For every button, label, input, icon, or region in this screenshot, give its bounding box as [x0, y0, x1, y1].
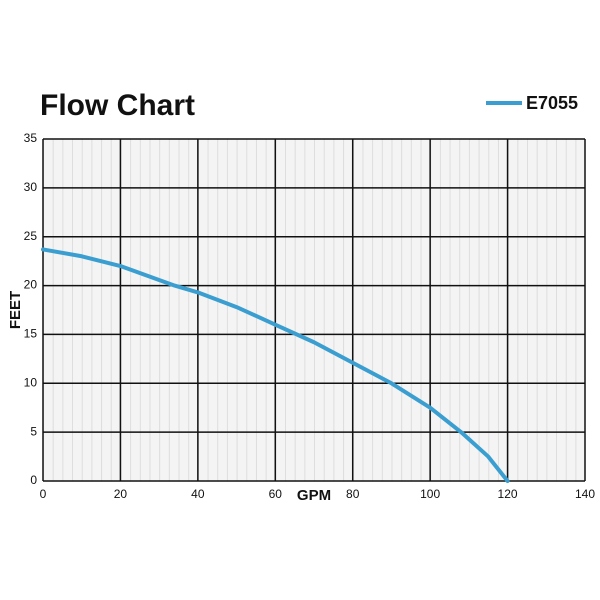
- legend-label: E7055: [526, 93, 578, 113]
- y-tick-label: 20: [24, 278, 38, 292]
- y-tick-label: 30: [24, 180, 38, 194]
- y-tick-label: 0: [30, 473, 37, 487]
- y-tick-label: 15: [24, 327, 38, 341]
- x-tick-label: 140: [575, 487, 595, 501]
- y-tick-label: 35: [24, 131, 38, 145]
- x-tick-label: 20: [114, 487, 128, 501]
- x-tick-label: 40: [191, 487, 205, 501]
- x-tick-label: 100: [420, 487, 440, 501]
- x-tick-label: 80: [346, 487, 360, 501]
- minor-grid: [43, 139, 585, 481]
- x-axis-label: GPM: [297, 487, 331, 504]
- y-tick-label: 25: [24, 229, 38, 243]
- chart-title: Flow Chart: [40, 89, 195, 122]
- x-tick-label: 120: [498, 487, 518, 501]
- x-tick-label: 0: [40, 487, 47, 501]
- y-axis-label: FEET: [7, 291, 24, 329]
- data-line: [41, 247, 510, 483]
- x-tick-label: 60: [269, 487, 283, 501]
- y-tick-label: 10: [24, 375, 38, 389]
- y-tick-label: 5: [30, 424, 37, 438]
